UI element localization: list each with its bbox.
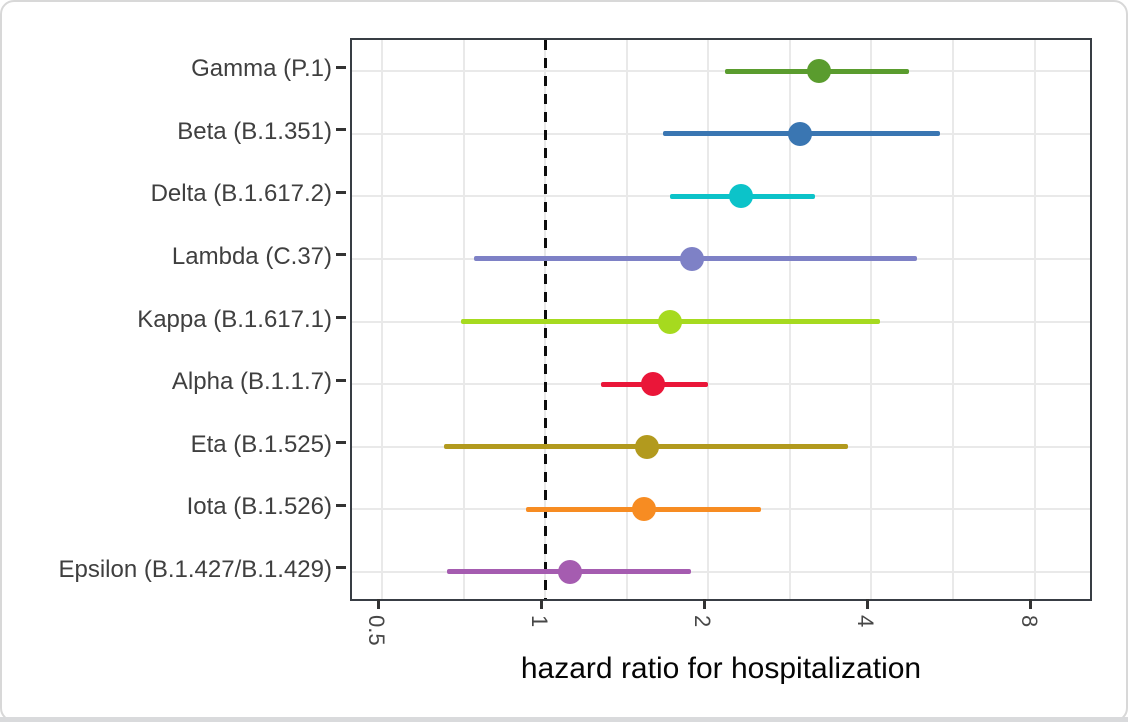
y-tick: [336, 128, 346, 132]
x-tick-label: 0.5: [364, 615, 390, 646]
point-dot: [640, 372, 665, 397]
row-label: Iota (B.1.526): [186, 493, 332, 521]
gridline-horizontal: [352, 570, 1090, 573]
point-dot: [729, 184, 754, 209]
gridline-horizontal: [352, 383, 1090, 386]
point-dot: [634, 434, 659, 459]
gridline-horizontal: [352, 70, 1090, 73]
y-tick: [336, 65, 346, 69]
x-tick: [376, 599, 380, 609]
x-axis-title: hazard ratio for hospitalization: [520, 652, 922, 685]
y-tick: [336, 253, 346, 257]
row-label: Delta (B.1.617.2): [150, 180, 332, 208]
point-dot: [806, 59, 831, 84]
y-tick: [336, 378, 346, 382]
point-dot: [680, 246, 705, 271]
bottom-edge-strip: [0, 717, 1128, 722]
x-tick-label: 1: [527, 615, 553, 628]
row-label: Alpha (B.1.1.7): [171, 368, 332, 396]
x-tick: [539, 599, 543, 609]
x-tick: [865, 599, 869, 609]
row-label: Beta (B.1.351): [177, 117, 332, 145]
x-tick-label: 4: [853, 615, 879, 628]
plot-panel: [350, 38, 1092, 601]
gridline-vertical: [1033, 40, 1036, 599]
y-tick: [336, 503, 346, 507]
gridline-vertical: [951, 40, 954, 599]
point-dot: [658, 309, 683, 334]
x-tick-label: 2: [690, 615, 716, 628]
point-dot: [631, 497, 656, 522]
y-tick: [336, 566, 346, 570]
point-dot: [557, 559, 582, 584]
y-axis-label-column: Gamma (P.1) Beta (B.1.351) Delta (B.1.617.…: [2, 38, 332, 601]
y-tick: [336, 190, 346, 194]
y-tick: [336, 441, 346, 445]
row-label: Gamma (P.1): [191, 55, 332, 83]
x-tick: [702, 599, 706, 609]
row-label: Kappa (B.1.617.1): [137, 305, 332, 333]
y-tick: [336, 316, 346, 319]
x-tick: [1029, 599, 1033, 609]
row-label: Lambda (C.37): [171, 242, 332, 270]
row-label: Epsilon (B.1.427/B.1.429): [58, 555, 332, 583]
row-label: Eta (B.1.525): [190, 430, 332, 458]
point-dot: [787, 121, 812, 146]
gridline-vertical: [381, 40, 384, 599]
x-tick-label: 8: [1016, 615, 1042, 628]
